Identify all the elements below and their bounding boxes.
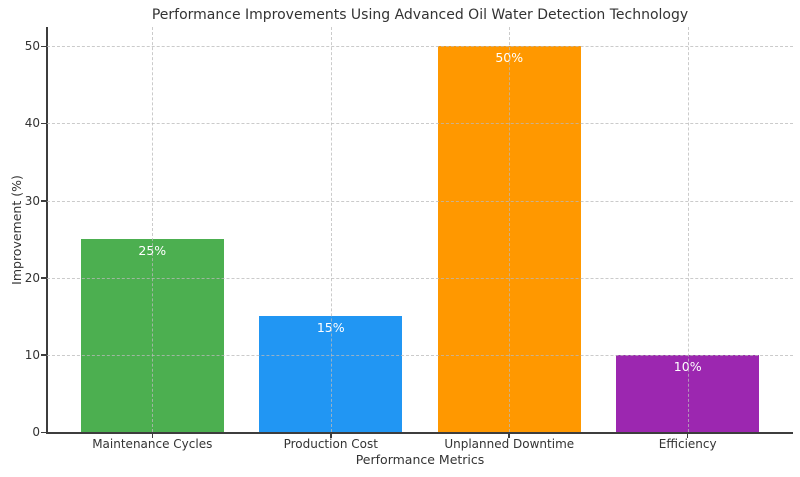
chart-title: Performance Improvements Using Advanced …: [151, 7, 689, 23]
y-axis-label: Improvement (%): [9, 175, 24, 285]
x-axis-label: Performance Metrics: [355, 452, 485, 467]
y-tick-label: 50: [24, 39, 40, 54]
y-tick-label: 40: [24, 116, 40, 131]
bar-unplanned-downtime: 50%: [437, 46, 581, 432]
y-axis-spine: [46, 27, 48, 434]
x-tick-mark: [151, 434, 154, 438]
y-tick-label: 10: [24, 347, 40, 362]
x-tick-mark: [330, 434, 332, 438]
bar-value-label: 25%: [138, 243, 167, 259]
bar-production-cost: 15%: [259, 316, 403, 432]
x-tick-label: Efficiency: [658, 437, 717, 451]
bar-value-label: 10%: [673, 358, 702, 374]
y-tick-label: 30: [24, 193, 40, 208]
plot-area: 25% 15% 50% 10%: [47, 27, 793, 432]
y-tick-mark: [41, 277, 46, 279]
y-tick-mark: [41, 200, 46, 202]
y-tick-label: 20: [24, 270, 40, 285]
bar-value-label: 50%: [495, 50, 524, 66]
bar-value-label: 15%: [316, 320, 345, 336]
x-tick-label: Unplanned Downtime: [444, 437, 575, 451]
x-tick-mark: [686, 434, 689, 438]
y-tick-mark: [41, 431, 46, 433]
y-tick-mark: [41, 354, 46, 356]
bar-maintenance-cycles: 25%: [80, 239, 224, 432]
x-axis-spine: [46, 432, 793, 434]
x-tick-mark: [508, 434, 510, 438]
bar-efficiency: 10%: [616, 354, 760, 432]
x-tick-label: Production Cost: [283, 437, 378, 451]
x-tick-label: Maintenance Cycles: [92, 437, 213, 451]
y-tick-mark: [41, 122, 46, 125]
y-tick-mark: [41, 45, 46, 48]
bars-layer: 25% 15% 50% 10%: [47, 27, 793, 432]
y-tick-label: 0: [32, 425, 40, 439]
